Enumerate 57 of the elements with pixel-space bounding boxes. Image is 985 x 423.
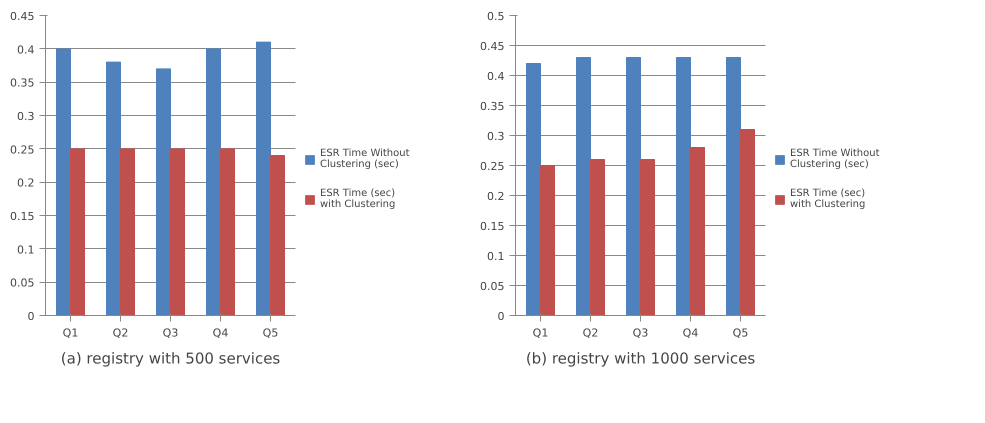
- bar: [740, 129, 755, 316]
- text: (b) registry with 1000 services: [526, 350, 756, 368]
- bar: [70, 148, 85, 316]
- bar: [526, 63, 541, 316]
- y-tick-label: 0.45: [10, 10, 35, 23]
- legend-label: ESR Time Without Clustering (sec): [790, 148, 880, 170]
- y-tick-label: 0.15: [480, 220, 505, 233]
- legend-label: ESR Time (sec) with Clustering: [320, 188, 396, 210]
- y-tick-label: 0.35: [480, 100, 505, 113]
- y-tick-label: 0.25: [480, 160, 505, 173]
- bar: [676, 57, 691, 316]
- bar: [726, 57, 741, 316]
- y-tick-label: 0.1: [487, 250, 505, 263]
- x-tick-label: Q1: [532, 326, 548, 340]
- y-tick-label: 0: [498, 310, 504, 323]
- bar: [270, 155, 285, 316]
- bar: [540, 165, 555, 316]
- legend-label: ESR Time (sec) with Clustering: [790, 188, 866, 210]
- y-tick-label: 0.05: [10, 276, 35, 290]
- bar: [576, 57, 591, 316]
- text: (a) registry with 500 services: [60, 350, 280, 368]
- bar: [626, 57, 641, 316]
- x-tick-label: Q4: [212, 326, 228, 340]
- bar: [106, 62, 121, 316]
- x-tick-label: Q2: [582, 326, 598, 340]
- bar: [220, 148, 235, 316]
- y-tick-label: 0.1: [17, 243, 35, 256]
- y-tick-label: 0.3: [487, 130, 505, 143]
- x-tick-label: Q1: [62, 326, 78, 340]
- y-tick-label: 0.25: [10, 143, 35, 156]
- x-tick-label: Q3: [632, 326, 648, 340]
- x-tick-label: Q5: [732, 326, 748, 340]
- y-tick-label: 0.4: [17, 43, 35, 56]
- x-tick-label: Q2: [112, 326, 128, 340]
- y-tick-label: 0.05: [480, 280, 505, 293]
- y-tick-label: 0.15: [10, 210, 35, 223]
- y-tick-label: 0.2: [487, 190, 505, 203]
- bar: [256, 42, 271, 316]
- x-tick-label: Q3: [162, 326, 178, 340]
- bar: [590, 159, 605, 316]
- y-tick-label: 0: [28, 310, 34, 323]
- y-tick-label: 0.45: [480, 40, 505, 53]
- bar: [120, 148, 135, 316]
- bar: [56, 48, 71, 316]
- bar: [206, 48, 221, 316]
- bar: [156, 68, 171, 316]
- y-tick-label: 0.35: [10, 76, 35, 90]
- x-tick-label: Q4: [682, 326, 698, 340]
- bar: [170, 148, 185, 316]
- bar: [640, 159, 655, 316]
- y-tick-label: 0.4: [487, 70, 505, 83]
- y-tick-label: 0.3: [17, 110, 35, 123]
- y-tick-label: 0.2: [17, 176, 35, 190]
- x-tick-label: Q5: [262, 326, 278, 340]
- legend-label: ESR Time Without Clustering (sec): [320, 148, 410, 170]
- bar: [690, 147, 705, 316]
- y-tick-label: 0.5: [487, 10, 505, 23]
